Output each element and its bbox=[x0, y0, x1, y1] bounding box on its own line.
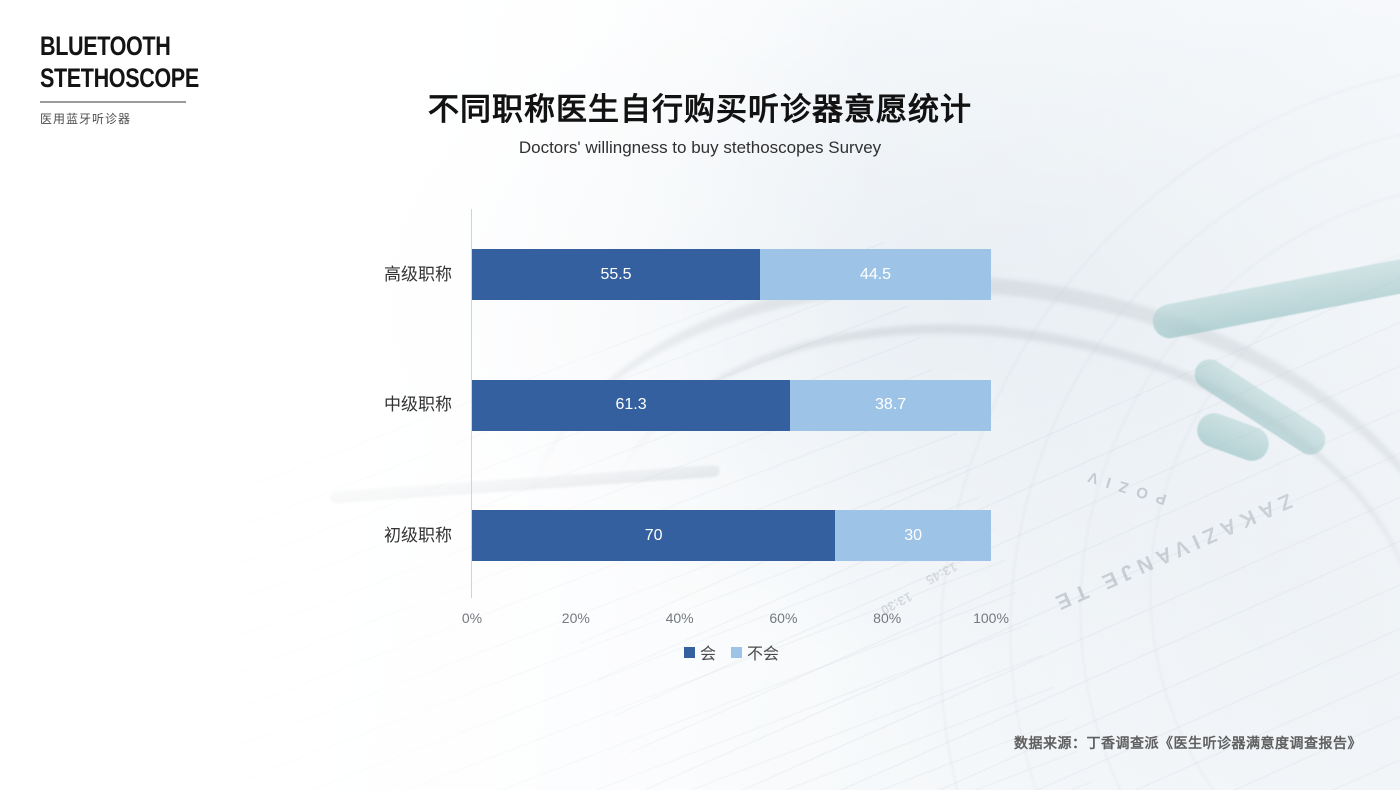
legend-item-会: 会 bbox=[683, 640, 716, 664]
brand-logo-line1: BLUETOOTH bbox=[40, 31, 171, 61]
chart-heading: 不同职称医生自行购买听诊器意愿统计 Doctors' willingness t… bbox=[40, 84, 1360, 158]
brand-logo-caption: 医用蓝牙听诊器 bbox=[40, 112, 132, 126]
x-axis-tick-label: 60% bbox=[769, 610, 798, 626]
bar-row: 61.3 38.7 bbox=[472, 379, 991, 431]
brand-logo-line2: STETHOSCOPE bbox=[40, 63, 199, 93]
background-paper-arc bbox=[1010, 120, 1400, 790]
bar-value-label: 38.7 bbox=[874, 396, 907, 413]
background-stethoscope-teal-tube bbox=[1192, 408, 1274, 466]
x-axis-tick-label: 20% bbox=[561, 610, 590, 626]
background-paper-arc bbox=[940, 60, 1400, 790]
bar-row: 70 30 bbox=[472, 510, 991, 561]
legend-label: 会 bbox=[699, 646, 716, 663]
bar-value-label: 55.5 bbox=[600, 265, 632, 283]
legend-swatch-icon bbox=[683, 646, 695, 658]
background-stethoscope-metal-tube bbox=[330, 464, 720, 504]
legend-item-不会: 不会 bbox=[731, 640, 779, 664]
background-paper-arc bbox=[1080, 180, 1400, 790]
bar-segment-不会: 44.5 bbox=[760, 249, 991, 300]
bar-value-label: 70 bbox=[644, 526, 663, 544]
bar-segment-不会: 30 bbox=[835, 510, 991, 561]
x-axis-tick-label: 40% bbox=[665, 610, 694, 626]
bar-value-label: 30 bbox=[904, 526, 923, 544]
x-axis-tick-label: 0% bbox=[461, 610, 483, 626]
bar-segment-会: 55.5 bbox=[472, 249, 761, 300]
legend-label: 不会 bbox=[747, 646, 780, 663]
bar-value-label: 61.3 bbox=[615, 396, 647, 413]
chart-title: 不同职称医生自行购买听诊器意愿统计 bbox=[428, 92, 972, 127]
background-photo-text: POZIV bbox=[1077, 465, 1169, 508]
background-paper-arc bbox=[1150, 240, 1400, 790]
category-label: 高级职称 bbox=[384, 264, 452, 284]
y-axis-line bbox=[471, 209, 472, 598]
background-photo-text: ZAKAZIVANJE TE bbox=[1046, 488, 1296, 617]
category-label: 中级职称 bbox=[384, 395, 452, 414]
bar-row: 55.5 44.5 bbox=[472, 249, 991, 300]
bar-segment-不会: 38.7 bbox=[790, 379, 991, 431]
background-stethoscope-teal-tube bbox=[1149, 242, 1400, 342]
brand-logo-text: BLUETOOTH STETHOSCOPE bbox=[40, 30, 199, 94]
bar-value-label: 44.5 bbox=[859, 265, 892, 283]
x-axis-tick-label: 100% bbox=[973, 610, 1009, 626]
chart-subtitle: Doctors' willingness to buy stethoscopes… bbox=[518, 138, 882, 157]
x-axis-tick-label: 80% bbox=[873, 610, 902, 626]
brand-logo-rule bbox=[40, 101, 186, 103]
background-photo-text: 13:45 bbox=[923, 559, 960, 588]
background-stethoscope-teal-tube bbox=[1188, 353, 1332, 461]
data-source-note: 数据来源：丁香调查派《医生听诊器满意度调查报告》 bbox=[1014, 735, 1362, 751]
bar-segment-会: 61.3 bbox=[472, 379, 791, 431]
background-stethoscope-metal-tube bbox=[481, 216, 1400, 790]
chart-legend: 会 不会 bbox=[472, 640, 991, 664]
background-paper-lines bbox=[0, 217, 1104, 790]
bar-segment-会: 70 bbox=[472, 510, 836, 561]
legend-swatch-icon bbox=[731, 646, 742, 658]
category-label: 初级职称 bbox=[384, 525, 452, 545]
brand-logo: BLUETOOTH STETHOSCOPE 医用蓝牙听诊器 bbox=[40, 30, 239, 127]
